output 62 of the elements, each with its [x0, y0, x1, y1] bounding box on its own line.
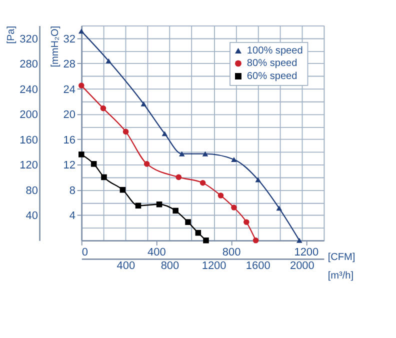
point	[176, 174, 182, 180]
point	[156, 201, 162, 208]
point	[200, 180, 206, 186]
y2-tick-label: 20	[63, 109, 76, 122]
x-tick-label: 1600	[246, 260, 270, 272]
point	[255, 177, 261, 182]
y-tick-label: 40	[26, 210, 38, 222]
point	[218, 192, 224, 198]
x2-axis-title: [CFM]	[328, 252, 356, 264]
x-axis-title: [m³/h]	[328, 270, 354, 282]
legend-label: 60% speed	[246, 70, 298, 82]
point	[202, 151, 208, 156]
point	[296, 238, 302, 243]
x-tick-label: 400	[116, 260, 136, 272]
point	[140, 101, 147, 106]
point	[135, 202, 142, 209]
point	[162, 131, 168, 136]
y2-tick-label: 12	[63, 160, 76, 172]
y-tick-label: 120	[20, 160, 38, 172]
y-tick-label: 200	[20, 109, 38, 122]
x-tick-label: 800	[160, 260, 180, 272]
x2-tick-label: 1200	[294, 246, 319, 258]
legend-label: 80% speed	[246, 58, 298, 70]
point	[120, 186, 126, 193]
point	[178, 151, 185, 156]
point	[231, 204, 237, 210]
y2-tick-label: 16	[63, 134, 76, 146]
y2-axis-title: [mmH₂O]	[50, 26, 62, 68]
x2-tick-label: 0	[82, 246, 88, 258]
y2-tick-label: 32	[63, 33, 76, 46]
point	[244, 219, 250, 225]
x-tick-label: 2000	[290, 260, 314, 272]
point	[78, 28, 84, 34]
y2-tick-label: 24	[63, 84, 76, 96]
y-axis-title: [Pa]	[6, 26, 18, 44]
y-tick-label: 160	[20, 134, 38, 146]
y-tick-label: 320	[20, 33, 38, 46]
point	[78, 152, 84, 158]
point	[195, 230, 202, 236]
point	[252, 238, 259, 244]
point	[101, 174, 107, 180]
point	[100, 105, 106, 112]
point	[106, 58, 112, 64]
point	[90, 161, 97, 167]
legend-label: 100% speed	[246, 45, 303, 56]
point	[276, 206, 282, 211]
y-tick-label: 240	[20, 84, 38, 96]
point	[144, 161, 150, 167]
x2-tick-label: 400	[148, 246, 166, 258]
y2-tick-label: 8	[69, 184, 76, 197]
point	[185, 219, 191, 225]
x-tick-label: 1200	[202, 260, 226, 272]
y-tick-label: 80	[26, 184, 38, 197]
point	[78, 82, 84, 88]
y2-tick-label: 28	[63, 58, 76, 71]
x2-tick-label: 800	[222, 246, 241, 258]
point	[231, 156, 237, 162]
y2-tick-label: 4	[69, 210, 76, 222]
point	[172, 208, 178, 214]
y-tick-label: 280	[20, 58, 38, 71]
point	[122, 128, 129, 135]
point	[203, 238, 209, 244]
